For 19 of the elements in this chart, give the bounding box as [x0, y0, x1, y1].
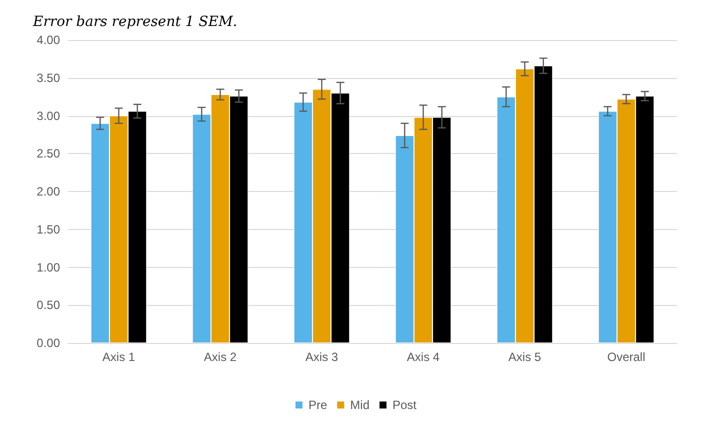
x-tick-label: Axis 4	[406, 350, 440, 364]
x-tick-label: Axis 2	[204, 350, 237, 364]
y-tick-label: 3.50	[36, 70, 60, 85]
chart-title: Error bars represent 1 SEM.	[32, 14, 238, 30]
y-tick-label: 0.00	[36, 336, 60, 350]
y-tick-label: 0.50	[36, 298, 60, 312]
legend-label: Mid	[350, 398, 370, 412]
x-tick-label: Axis 1	[102, 350, 136, 364]
y-tick-label: 2.00	[36, 184, 60, 198]
legend-label: Pre	[308, 398, 328, 412]
y-tick-label: 1.00	[36, 260, 60, 274]
legend-label: Post	[392, 398, 418, 412]
y-tick-label: 4.00	[36, 33, 60, 47]
y-tick-label: 1.50	[36, 222, 60, 236]
y-tick-label: 2.50	[36, 146, 60, 161]
x-tick-label: Axis 3	[305, 350, 338, 364]
x-tick-label: Overall	[607, 350, 646, 364]
y-tick-label: 3.00	[36, 108, 60, 123]
x-tick-label: Axis 5	[508, 350, 542, 364]
